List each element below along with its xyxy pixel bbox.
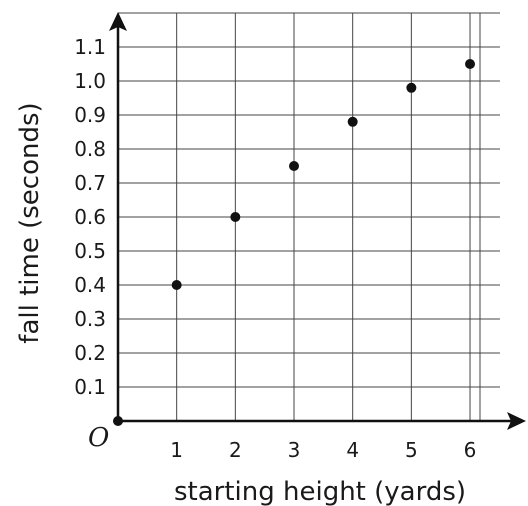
x-tick-label: 2 <box>229 438 242 462</box>
x-axis-arrowhead <box>507 412 526 430</box>
x-tick-labels: 1 2 3 4 5 6 <box>170 438 476 462</box>
y-tick-label: 1.0 <box>74 69 106 93</box>
y-tick-label: 0.1 <box>74 375 106 399</box>
data-point <box>347 116 358 127</box>
axes <box>109 12 526 430</box>
data-point <box>230 212 241 222</box>
y-tick-label: 0.4 <box>74 273 106 297</box>
data-point <box>406 82 417 93</box>
y-tick-label: 0.6 <box>74 205 106 229</box>
y-tick-label: 0.8 <box>74 137 106 161</box>
origin-label: O <box>88 423 109 453</box>
data-point <box>465 59 476 69</box>
data-point <box>289 161 300 171</box>
data-point <box>171 280 182 290</box>
x-tick-label: 3 <box>288 438 301 462</box>
y-tick-label: 0.9 <box>74 103 106 127</box>
data-point <box>113 416 123 426</box>
y-tick-label: 0.7 <box>74 171 106 195</box>
grid <box>118 12 500 421</box>
x-tick-label: 4 <box>346 438 359 462</box>
x-axis-title: starting height (yards) <box>174 477 466 506</box>
x-tick-label: 5 <box>405 438 418 462</box>
x-tick-label: 6 <box>464 438 477 462</box>
y-tick-label: 1.1 <box>74 35 106 59</box>
y-tick-label: 0.2 <box>74 341 106 365</box>
x-tick-label: 1 <box>170 438 183 462</box>
y-tick-labels: 0.1 0.2 0.3 0.4 0.5 0.6 0.7 0.8 0.9 1.0 1.1 <box>74 35 106 399</box>
y-tick-label: 0.5 <box>74 239 106 263</box>
y-axis-title: fall time (seconds) <box>15 102 45 343</box>
y-axis-arrowhead <box>109 12 127 31</box>
y-tick-label: 0.3 <box>74 307 106 331</box>
data-points <box>113 59 476 426</box>
